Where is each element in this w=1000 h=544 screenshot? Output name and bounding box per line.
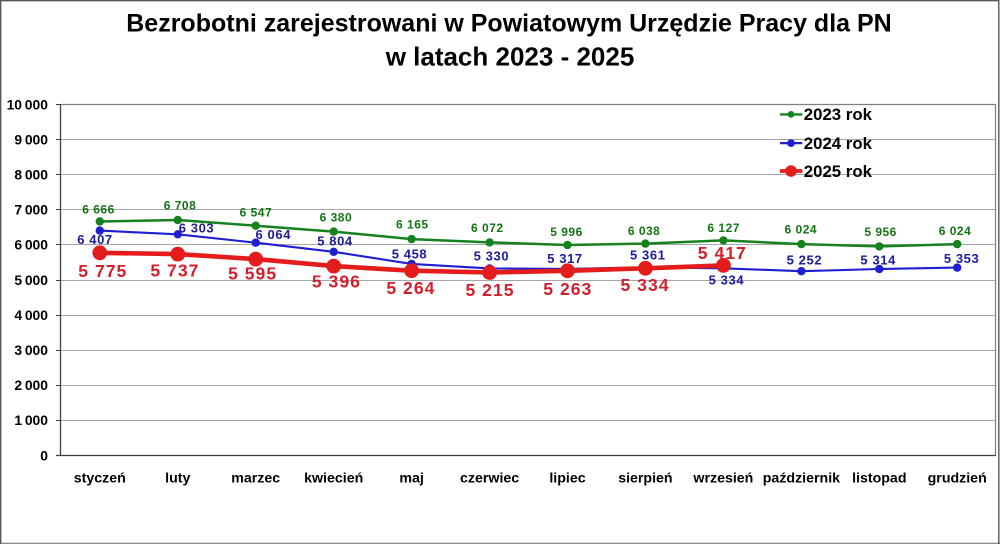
svg-text:kwiecień: kwiecień — [304, 470, 363, 486]
svg-text:3 000: 3 000 — [14, 342, 48, 358]
svg-text:6 303: 6 303 — [179, 221, 215, 236]
svg-text:listopad: listopad — [852, 470, 906, 486]
svg-text:5 334: 5 334 — [620, 275, 669, 295]
svg-text:5 263: 5 263 — [543, 279, 592, 299]
svg-text:6 127: 6 127 — [707, 221, 740, 235]
svg-text:8 000: 8 000 — [14, 167, 48, 183]
svg-text:5 361: 5 361 — [630, 248, 666, 263]
svg-text:5 396: 5 396 — [312, 272, 361, 292]
svg-text:6 038: 6 038 — [628, 224, 661, 238]
svg-text:5 353: 5 353 — [944, 251, 980, 266]
svg-text:sierpień: sierpień — [618, 470, 672, 486]
svg-text:Bezrobotni zarejestrowani w Po: Bezrobotni zarejestrowani w Powiatowym U… — [126, 9, 891, 37]
svg-text:4 000: 4 000 — [14, 307, 48, 323]
svg-text:5 252: 5 252 — [787, 252, 823, 267]
svg-text:5 417: 5 417 — [698, 243, 747, 263]
svg-text:6 547: 6 547 — [240, 206, 273, 220]
svg-text:6 072: 6 072 — [471, 221, 504, 235]
svg-text:5 956: 5 956 — [864, 225, 897, 239]
svg-text:9 000: 9 000 — [14, 131, 48, 147]
svg-text:6 666: 6 666 — [82, 202, 115, 216]
svg-text:5 000: 5 000 — [14, 272, 48, 288]
svg-text:październik: październik — [763, 470, 840, 486]
svg-text:grudzień: grudzień — [928, 470, 987, 486]
svg-text:czerwiec: czerwiec — [460, 470, 519, 486]
svg-text:5 330: 5 330 — [474, 249, 510, 264]
svg-text:wrzesień: wrzesień — [692, 470, 753, 486]
svg-text:6 024: 6 024 — [939, 224, 972, 238]
svg-text:6 407: 6 407 — [77, 232, 113, 247]
svg-text:styczeń: styczeń — [74, 470, 126, 486]
svg-text:5 458: 5 458 — [392, 246, 428, 261]
svg-text:2023 rok: 2023 rok — [804, 105, 873, 124]
svg-text:10 000: 10 000 — [7, 96, 49, 112]
svg-text:luty: luty — [165, 470, 190, 486]
svg-text:6 064: 6 064 — [256, 227, 292, 242]
svg-text:5 595: 5 595 — [228, 264, 277, 284]
svg-text:5 264: 5 264 — [386, 278, 435, 298]
svg-text:w latach 2023 - 2025: w latach 2023 - 2025 — [385, 42, 635, 72]
svg-text:2024 rok: 2024 rok — [804, 134, 873, 153]
svg-text:5 317: 5 317 — [547, 251, 583, 266]
svg-text:5 314: 5 314 — [860, 252, 896, 267]
svg-text:6 024: 6 024 — [785, 223, 818, 237]
svg-text:2025 rok: 2025 rok — [804, 162, 873, 181]
svg-text:6 708: 6 708 — [164, 198, 197, 212]
svg-text:marzec: marzec — [231, 470, 280, 486]
svg-text:1 000: 1 000 — [14, 412, 48, 428]
svg-text:5 775: 5 775 — [78, 261, 127, 281]
svg-text:5 804: 5 804 — [317, 233, 353, 248]
svg-text:6 380: 6 380 — [320, 211, 353, 225]
svg-text:5 737: 5 737 — [150, 260, 199, 280]
svg-text:2 000: 2 000 — [14, 377, 48, 393]
svg-text:maj: maj — [399, 470, 423, 486]
svg-text:5 996: 5 996 — [550, 225, 583, 239]
svg-text:5 334: 5 334 — [709, 273, 745, 288]
svg-text:6 165: 6 165 — [396, 218, 429, 232]
svg-text:lipiec: lipiec — [549, 470, 585, 486]
svg-text:0: 0 — [40, 447, 48, 463]
svg-text:7 000: 7 000 — [14, 202, 48, 218]
svg-text:6 000: 6 000 — [14, 237, 48, 253]
svg-text:5 215: 5 215 — [465, 280, 514, 300]
